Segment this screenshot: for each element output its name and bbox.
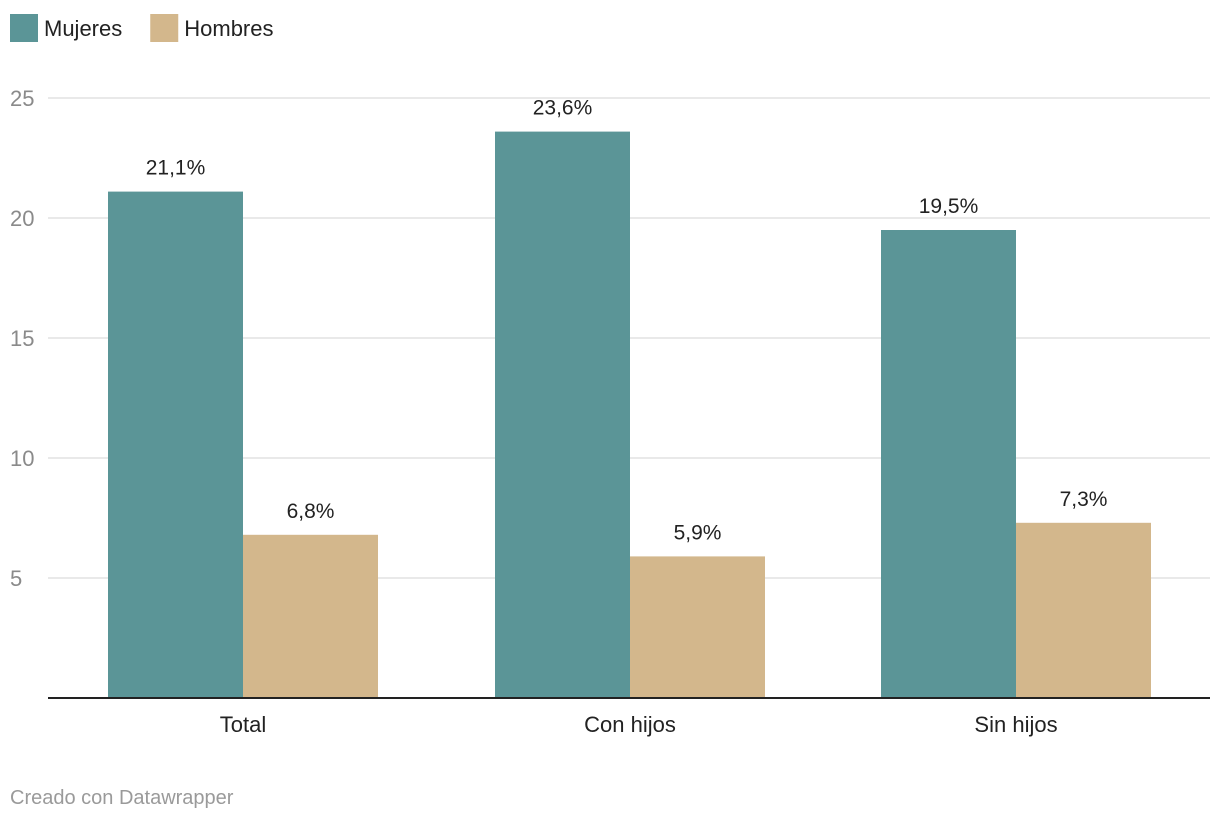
bar-mujeres-con-hijos	[495, 131, 630, 699]
legend-label-mujeres: Mujeres	[44, 16, 122, 41]
bars	[108, 131, 1151, 699]
data-label-mujeres-con-hijos: 23,6%	[533, 97, 593, 120]
bar-hombres-total	[243, 534, 378, 698]
data-labels: 21,1% 6,8% 23,6% 5,9% 19,5% 7,3%	[146, 97, 1108, 545]
y-tick-label-20: 20	[10, 206, 34, 231]
y-tick-label-25: 25	[10, 86, 34, 111]
y-tick-label-10: 10	[10, 446, 34, 471]
data-label-mujeres-total: 21,1%	[146, 157, 206, 180]
bar-hombres-sin-hijos	[1016, 522, 1151, 698]
footer-credit: Creado con Datawrapper	[10, 787, 234, 809]
data-label-mujeres-sin-hijos: 19,5%	[919, 195, 979, 218]
data-label-hombres-sin-hijos: 7,3%	[1060, 488, 1108, 511]
x-tick-label-con-hijos: Con hijos	[584, 712, 676, 737]
x-tick-label-total: Total	[220, 712, 266, 737]
bar-hombres-con-hijos	[630, 556, 765, 698]
bar-mujeres-total	[108, 191, 243, 698]
x-tick-label-sin-hijos: Sin hijos	[974, 712, 1057, 737]
bar-mujeres-sin-hijos	[881, 230, 1016, 698]
legend-swatch-mujeres	[10, 14, 38, 42]
data-label-hombres-total: 6,8%	[287, 500, 335, 523]
legend-label-hombres: Hombres	[184, 16, 273, 41]
legend-swatch-hombres	[150, 14, 179, 42]
y-tick-label-15: 15	[10, 326, 34, 351]
y-tick-label-5: 5	[10, 566, 22, 591]
data-label-hombres-con-hijos: 5,9%	[674, 521, 722, 544]
x-axis-labels: Total Con hijos Sin hijos	[220, 712, 1058, 737]
legend: Mujeres Hombres	[10, 14, 274, 42]
